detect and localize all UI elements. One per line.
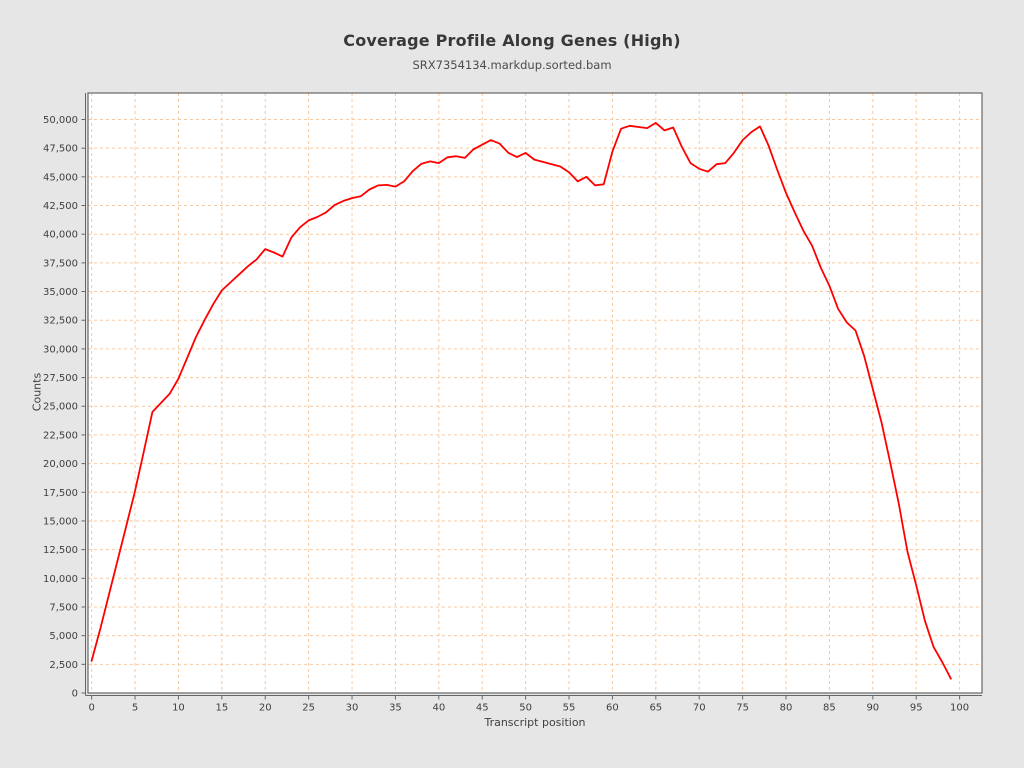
coverage-line <box>90 122 952 680</box>
x-tick-label: 5 <box>132 703 138 714</box>
y-tick-label: 5,000 <box>49 631 78 642</box>
y-tick-label: 12,500 <box>43 545 78 556</box>
x-axis-label: Transcript position <box>484 716 586 729</box>
x-tick-label: 40 <box>432 703 445 714</box>
x-tick-label: 95 <box>910 703 923 714</box>
y-tick-label: 17,500 <box>43 488 78 499</box>
x-tick-label: 90 <box>866 703 879 714</box>
x-tick-label: 65 <box>649 703 662 714</box>
y-tick-label: 42,500 <box>43 201 78 212</box>
y-tick-label: 10,000 <box>43 574 78 585</box>
x-tick-label: 25 <box>302 703 315 714</box>
y-tick-label: 22,500 <box>43 430 78 441</box>
y-tick-label: 45,000 <box>43 172 78 183</box>
y-tick-label: 47,500 <box>43 144 78 155</box>
x-tick-label: 35 <box>389 703 402 714</box>
x-tick-label: 15 <box>215 703 228 714</box>
y-axis-label: Counts <box>30 372 44 412</box>
x-tick-label: 60 <box>606 703 619 714</box>
x-tick-labels: 0 5 10 15 20 25 30 35 40 45 50 55 60 65 70 75 80 85 90 95 10… <box>88 703 969 714</box>
y-tick-label: 40,000 <box>43 230 78 241</box>
x-tick-label: 80 <box>780 703 793 714</box>
x-tick-label: 75 <box>736 703 749 714</box>
x-tick-label: 70 <box>693 703 706 714</box>
x-tick-label: 30 <box>346 703 359 714</box>
y-tick-label: 7,500 <box>49 602 78 613</box>
x-tick-label: 20 <box>259 703 272 714</box>
y-tick-label: 15,000 <box>43 516 78 527</box>
x-tick-label: 50 <box>519 703 532 714</box>
y-tick-label: 32,500 <box>43 316 78 327</box>
x-tick-label: 45 <box>476 703 489 714</box>
chart-subtitle: SRX7354134.markdup.sorted.bam <box>412 58 612 72</box>
y-tick-label: 37,500 <box>43 258 78 269</box>
plot-area <box>88 93 982 693</box>
x-tick-label: 100 <box>950 703 969 714</box>
y-tick-label: 25,000 <box>43 402 78 413</box>
y-tick-labels: 0 2,500 5,000 7,500 10,000 12,500 15,000 17,500… <box>43 115 78 700</box>
x-tick-label: 0 <box>88 703 94 714</box>
plot-frame <box>87 92 983 694</box>
y-tick-label: 27,500 <box>43 373 78 384</box>
y-tick-label: 0 <box>72 689 78 700</box>
axis-ticks <box>81 118 961 700</box>
x-tick-label: 10 <box>172 703 185 714</box>
y-tick-label: 30,000 <box>43 344 78 355</box>
chart-title: Coverage Profile Along Genes (High) <box>343 31 681 50</box>
y-tick-label: 50,000 <box>43 115 78 126</box>
y-tick-label: 20,000 <box>43 459 78 470</box>
y-tick-label: 2,500 <box>49 660 78 671</box>
x-tick-label: 85 <box>823 703 836 714</box>
y-tick-label: 35,000 <box>43 287 78 298</box>
x-tick-label: 55 <box>563 703 576 714</box>
